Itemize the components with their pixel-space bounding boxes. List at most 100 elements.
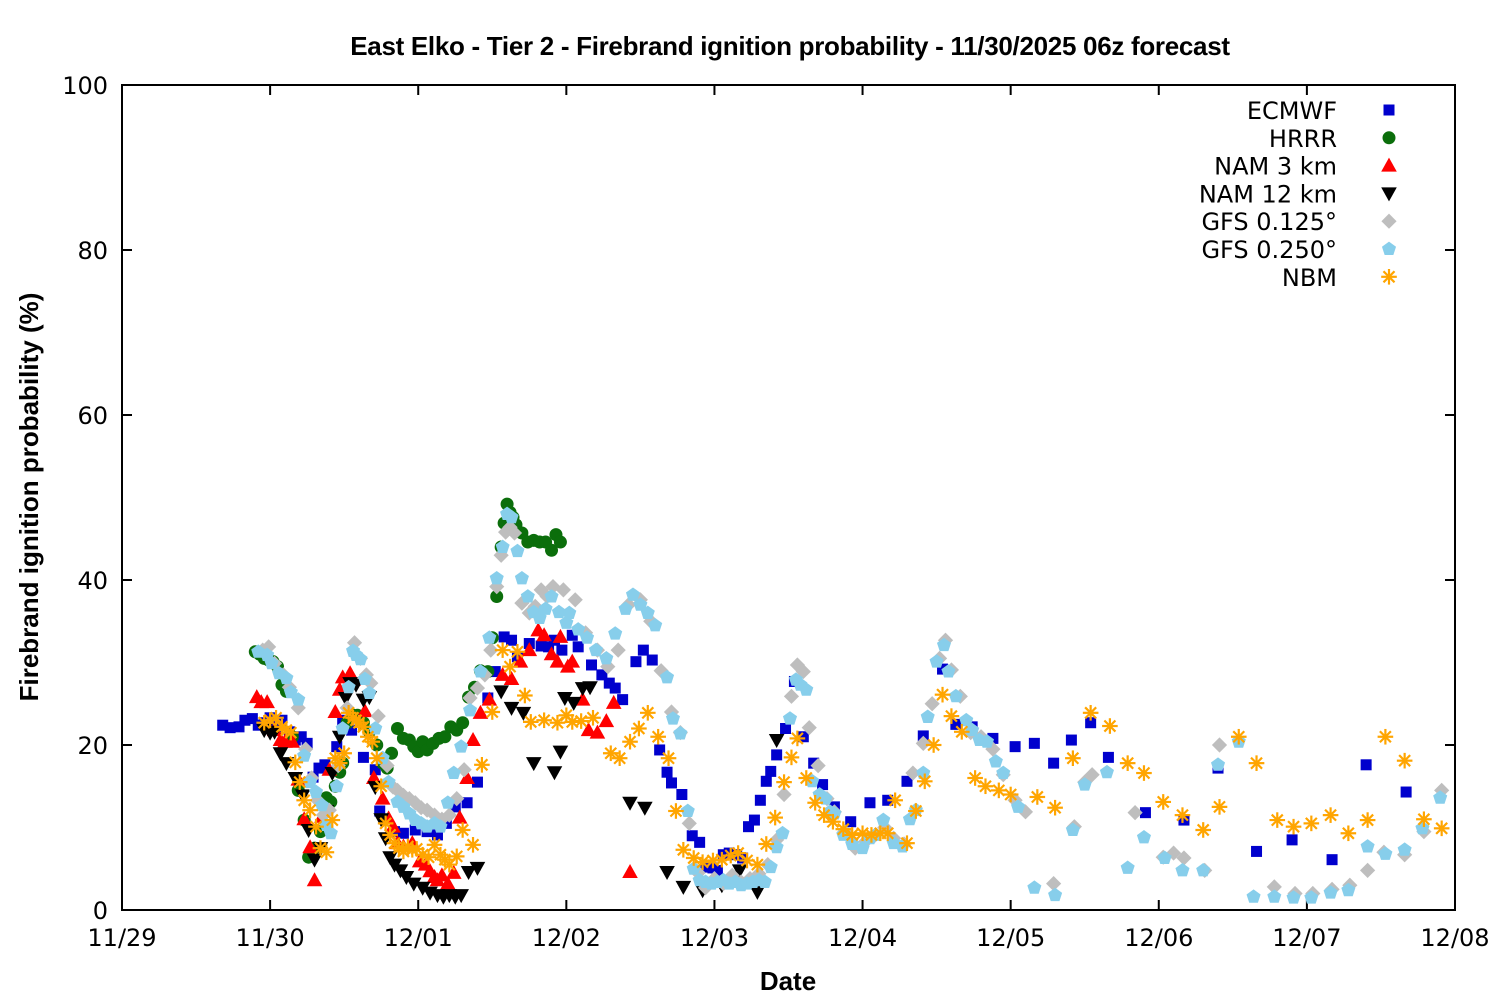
marker-pentagon [686,861,701,875]
data-point-gfs-0-250 [763,859,778,874]
data-point-nbm [776,774,792,790]
data-point-gfs-0-125 [370,708,386,724]
data-point-ecmwf [771,749,783,761]
data-point-ecmwf [572,641,584,653]
marker-square [369,764,381,776]
marker-square [1178,814,1190,826]
legend-label-gfs-0-125: GFS 0.125° [1201,208,1337,236]
data-point-ecmwf [357,751,369,763]
marker-pentagon [580,630,595,644]
data-point-nbm [502,658,518,675]
data-point-gfs-0-250 [264,655,279,670]
marker-pentagon [1381,241,1397,255]
marker-diamond [462,690,478,706]
marker-asterisk-spoke [1287,820,1300,833]
data-point-ecmwf [630,656,642,668]
x-tick-label: 12/03 [680,924,749,952]
marker-pentagon [510,543,525,558]
marker-pentagon [1286,890,1301,904]
data-point-gfs-0-125 [610,642,626,658]
marker-asterisk-spoke [357,720,370,734]
data-point-nbm [925,737,942,753]
data-point-ecmwf [665,777,677,789]
data-point-gfs-0-250 [514,570,529,585]
data-point-gfs-0-125 [1360,862,1376,878]
marker-triangle-up [589,724,606,739]
marker-pentagon [1196,863,1211,877]
marker-pentagon [625,587,641,601]
data-point-ecmwf [1286,834,1298,846]
marker-square [357,751,369,763]
marker-triangle-up [357,703,373,718]
data-point-nam-12-km [294,789,311,804]
marker-pentagon [446,765,461,780]
data-point-gfs-0-250 [314,797,329,812]
marker-square [1009,741,1021,753]
data-point-ecmwf [1065,734,1077,746]
marker-pentagon [633,597,648,611]
marker-square [987,732,999,744]
marker-asterisk-spoke [284,726,298,739]
data-point-nbm [517,687,533,704]
data-point-nam-3-km [434,867,450,882]
legend-label-nam-3-km: NAM 3 km [1214,153,1337,181]
marker-asterisk-spoke [687,851,701,865]
data-point-nbm [336,745,352,762]
data-point-gfs-0-125 [905,765,921,781]
marker-asterisk-spoke [604,746,618,760]
marker-asterisk-spoke [379,817,392,830]
marker-diamond [905,765,921,781]
marker-pentagon [562,605,577,619]
marker-asterisk-spoke [1232,730,1246,744]
data-point-ecmwf [950,718,962,730]
marker-pentagon [571,622,586,636]
data-point-nbm [1082,705,1099,721]
marker-triangle-up [451,809,468,824]
data-point-gfs-0-250 [433,819,448,833]
data-point-gfs-0-250 [283,684,298,699]
marker-square [845,816,857,828]
marker-asterisk-spoke [370,751,384,765]
marker-asterisk-spoke [586,711,600,725]
marker-asterisk-spoke [1084,706,1097,720]
data-point-gfs-0-250 [1360,839,1375,853]
marker-asterisk-spoke [456,823,469,837]
marker-square [535,640,547,652]
marker-square [489,666,501,678]
legend-label-ecmwf: ECMWF [1247,97,1337,125]
marker-pentagon [1397,842,1412,856]
marker-diamond [1017,804,1034,820]
data-point-nbm [324,812,341,828]
data-point-gfs-0-125 [462,690,478,706]
marker-pentagon [538,601,553,615]
marker-diamond [1165,845,1182,861]
data-point-ecmwf [319,759,331,771]
data-point-nbm [631,720,647,737]
marker-pentagon [544,589,559,603]
data-point-gfs-0-250 [1099,764,1114,779]
data-point-ecmwf [374,805,386,817]
data-point-gfs-0-250 [1175,863,1190,877]
data-point-ecmwf [603,677,615,689]
marker-asterisk-spoke [865,828,878,842]
marker-pentagon [362,685,377,700]
data-point-gfs-0-125 [1017,804,1034,820]
data-point-gfs-0-250 [1341,882,1356,897]
data-point-nbm [1433,820,1450,837]
legend-marker-nam-3-km [1381,157,1397,172]
marker-pentagon [929,654,944,668]
marker-triangle-up [598,713,615,728]
marker-diamond [441,807,457,823]
data-point-nam-12-km [552,745,569,760]
marker-square [506,634,518,646]
data-point-nam-3-km [536,627,552,642]
marker-square [1102,751,1114,763]
data-point-gfs-0-250 [580,630,595,644]
marker-diamond [1266,879,1282,895]
x-axis-title: Date [760,966,816,996]
data-point-ecmwf [489,666,501,678]
marker-asterisk-spoke [881,826,895,840]
legend-label-gfs-0-250: GFS 0.250° [1201,236,1337,264]
marker-square [1139,807,1151,819]
marker-pentagon [303,774,318,789]
